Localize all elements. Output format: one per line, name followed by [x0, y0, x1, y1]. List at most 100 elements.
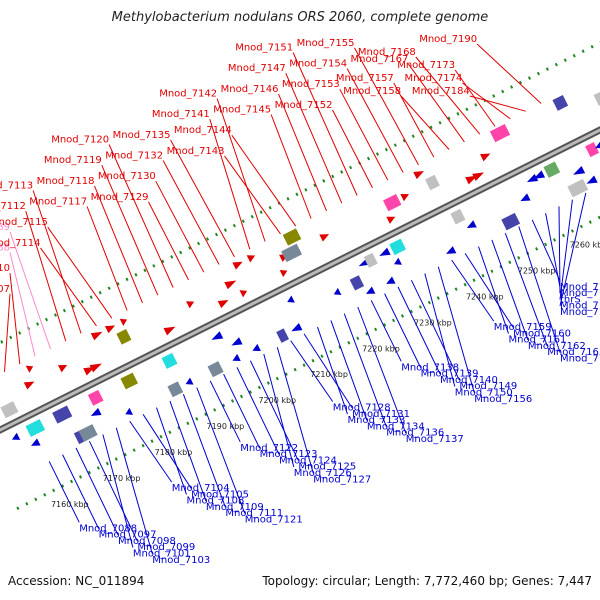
gene-label: Mnod_7164 [560, 354, 600, 365]
gene-label: Mnod_7174 [405, 73, 463, 84]
label-leader [332, 109, 373, 189]
gene-arrow [119, 318, 128, 326]
gene-arrow-shape [125, 407, 134, 415]
gene-label: Mnod_7152 [275, 100, 333, 111]
label-leader [330, 320, 368, 421]
gene-arrow [90, 407, 102, 416]
gene-label: Mnod_7155 [297, 38, 355, 49]
label-leader [384, 293, 422, 368]
label-leader [86, 206, 128, 311]
gene-box [349, 275, 365, 291]
label-leader [415, 56, 481, 135]
gene-arrow [25, 365, 34, 373]
gene-label: Mnod_7165 [560, 282, 600, 293]
gene-arrow [58, 365, 68, 373]
kbp-tick-label: 7200 kbp [258, 396, 296, 405]
gene-arrow [394, 257, 402, 265]
gene-label: Mnod_7173 [397, 60, 455, 71]
gene-box [281, 243, 303, 263]
label-leader [9, 273, 21, 365]
gene-box-shape [450, 208, 466, 225]
gene-box [116, 329, 132, 345]
gene-box-shape [383, 193, 402, 212]
gene-label: Mnod_7110 [0, 263, 10, 274]
gene-box [585, 142, 600, 158]
label-leader [454, 69, 496, 127]
label-leader [115, 427, 153, 554]
gene-arrow [211, 331, 224, 340]
gene-arrow-shape [239, 290, 248, 298]
gene-box-shape [116, 329, 132, 345]
gene-label: Mnod_7143 [167, 146, 225, 157]
gene-arrow [379, 247, 391, 256]
label-leader [397, 286, 441, 375]
gene-label: Mnod_7150 [455, 388, 513, 399]
gene-arrow [386, 276, 396, 284]
gene-label: Mnod_7149 [459, 381, 517, 392]
gene-label: Mnod_7122 [240, 443, 298, 454]
gene-box-shape [501, 212, 521, 231]
gene-box-shape [25, 419, 46, 437]
gene-arrow-shape [231, 337, 243, 346]
gene-arrow [224, 280, 237, 290]
gene-label: Mnod_7156 [474, 394, 532, 405]
gene-arrow-shape [252, 343, 261, 352]
gene-box-shape [120, 372, 138, 390]
gene-arrow-shape [291, 322, 303, 332]
gene-label: Mnod_7166 [560, 288, 600, 299]
gene-label: Mnod_7120 [51, 135, 109, 146]
gene-arrow-shape [526, 173, 539, 183]
gene-arrow-shape [472, 172, 485, 181]
gene-arrow [31, 438, 41, 446]
label-leader [354, 47, 419, 166]
gene-label: Mnod_7104 [172, 483, 230, 494]
gene-box-shape [489, 124, 511, 143]
gene-box-shape [585, 142, 600, 158]
gene-box [25, 419, 46, 437]
label-leader [40, 247, 97, 327]
gene-arrow-shape [232, 353, 241, 362]
gene-box [501, 212, 521, 231]
gene-label: Mnod_7119 [44, 155, 102, 166]
gene-label: Mnod_7123 [260, 449, 318, 460]
gene-label: Mnod_7142 [159, 89, 217, 100]
gene-label: Mnod_7159 [494, 322, 552, 333]
gene-box-shape [276, 328, 290, 343]
gene-label: Mnod_7127 [313, 474, 371, 485]
label-leader [400, 95, 450, 150]
gene-label: R0088 [0, 243, 10, 254]
gene-arrow-shape [379, 247, 391, 256]
kbp-tick-label: 7230 kbp [414, 318, 452, 327]
kbp-tick-label: 7210 kbp [310, 370, 348, 379]
gene-arrow [185, 377, 194, 385]
gene-label: Mnod_7144 [174, 125, 232, 136]
gene-arrow-shape [287, 295, 295, 303]
gene-label: Mnod_7088 [79, 523, 137, 534]
kbp-tick-label: 7250 kbp [518, 267, 556, 276]
label-leader [531, 219, 561, 282]
gene-label: Mnod_7153 [282, 79, 340, 90]
gene-box-shape [167, 381, 184, 398]
gene-arrow-shape [224, 280, 237, 290]
label-leader [424, 273, 456, 387]
map-title: Methylobacterium nodulans ORS 2060, comp… [111, 10, 489, 25]
gene-box [424, 174, 440, 191]
gene-arrow [413, 171, 425, 180]
gene-arrow [232, 353, 241, 362]
gene-label: Mnod_7128 [333, 403, 391, 414]
gene-label: Mnod_7133 [348, 415, 406, 426]
label-leader [346, 68, 404, 173]
gene-arrow-shape [186, 301, 195, 309]
gene-label: R0089 [0, 222, 10, 233]
gene-box [87, 389, 104, 406]
gene-arrow [90, 331, 103, 341]
gene-arrow [319, 234, 330, 242]
gene-arrow [163, 326, 176, 336]
gene-box [489, 124, 511, 143]
label-leader [88, 440, 138, 542]
gene-label: Mnod_7121 [245, 515, 303, 526]
gene-label: Mnod_7140 [440, 375, 498, 386]
gene-label: Mnod_7172 [560, 301, 600, 312]
gene-box [389, 238, 406, 256]
gene-arrow [246, 255, 256, 263]
